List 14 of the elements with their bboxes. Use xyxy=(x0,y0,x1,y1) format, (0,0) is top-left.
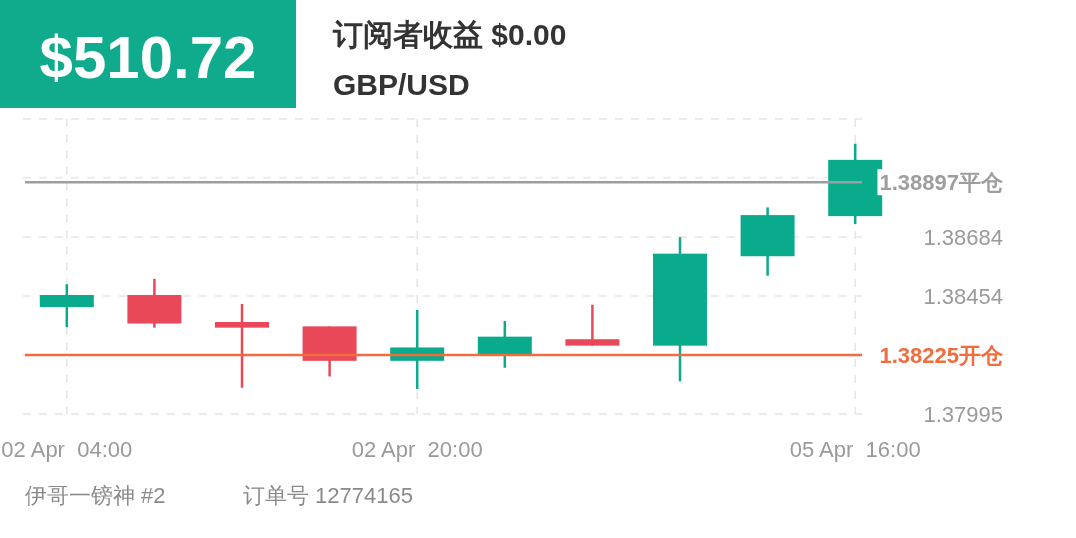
y-tick-label: 1.38454 xyxy=(923,284,1003,310)
x-tick-label: 02 Apr 20:00 xyxy=(351,437,483,462)
text: 订阅者收益 $0.00 xyxy=(332,18,567,51)
x-tick-label: 05 Apr 16:00 xyxy=(789,437,921,462)
chart-title: GBP/USD xyxy=(333,68,470,101)
ref-line-label: 1.38225开仓 xyxy=(879,342,1004,368)
text: 订单号 12774165 xyxy=(243,483,413,508)
y-tick-label: 1.38684 xyxy=(923,224,1003,250)
text: 伊哥一镑神 #2 xyxy=(25,483,166,508)
ref-line-label: 1.38897平仓 xyxy=(879,170,1004,196)
text: $510.72 xyxy=(39,24,257,91)
candlestick xyxy=(215,302,269,390)
x-tick-label: 02 Apr 04:00 xyxy=(1,437,133,462)
y-tick-label: 1.37995 xyxy=(923,402,1003,427)
